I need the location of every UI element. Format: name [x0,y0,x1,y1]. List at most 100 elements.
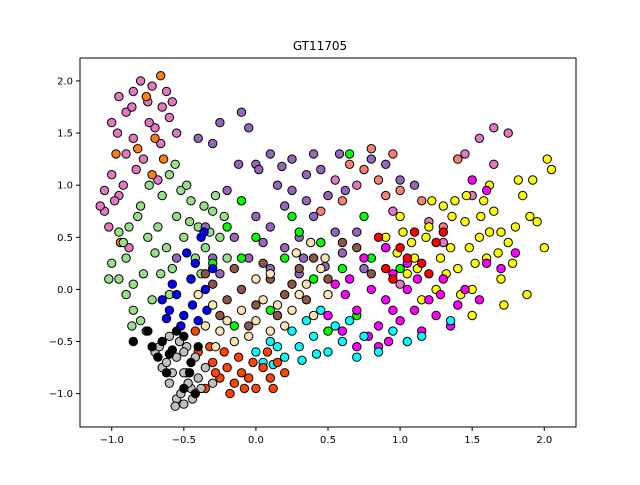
data-point [265,373,275,383]
data-point [272,357,283,368]
data-point [395,185,405,196]
data-point [150,123,160,133]
data-point [301,170,312,180]
data-point [147,81,157,91]
data-point [196,383,206,394]
data-point [352,180,362,190]
data-point [184,217,195,227]
data-point [366,269,376,279]
y-tick-label: 1.5 [57,129,73,140]
data-point [474,295,485,305]
data-point [164,112,175,123]
data-point [513,175,523,185]
data-point [244,321,254,331]
data-point [161,313,172,324]
data-point [417,196,427,206]
data-point [337,248,348,258]
x-tick-label: 0.0 [248,435,264,446]
data-point [133,211,143,222]
data-point [539,243,549,253]
data-point [114,91,124,102]
data-point [222,316,232,326]
data-point [525,211,535,222]
data-point [251,300,261,310]
data-point [244,331,254,341]
data-point [265,222,275,232]
data-point [496,227,506,237]
data-point [395,243,405,253]
data-point [157,102,167,112]
data-point [438,274,448,284]
data-point [388,149,398,159]
data-point [222,295,232,305]
data-point [417,258,427,268]
data-point [395,279,405,289]
data-point [147,295,157,305]
data-point [280,352,290,362]
data-point [280,289,290,300]
data-point [316,206,326,216]
data-point [294,227,304,237]
chart-title: GT11705 [293,39,347,53]
data-point [337,336,348,347]
data-point [388,274,398,284]
data-point [251,232,261,243]
data-point [193,373,203,383]
data-point [470,258,480,268]
data-point [453,154,463,164]
data-point [481,185,492,196]
data-point [265,326,275,336]
data-point [330,321,340,331]
data-point [219,347,229,357]
data-point [128,279,139,289]
data-point [474,232,485,243]
data-point [171,253,182,263]
x-tick-label: 2.0 [536,435,552,446]
data-point [398,227,408,237]
data-point [412,274,423,284]
data-point [186,274,196,284]
data-point [128,86,139,97]
data-point [323,274,333,284]
data-point [373,232,384,243]
data-point [499,300,509,310]
data-point [316,263,326,274]
data-point [164,331,175,341]
data-point [167,279,178,289]
data-point [144,117,154,128]
data-point [133,144,143,154]
data-point [210,342,221,352]
data-point [161,86,172,97]
data-point [127,321,137,331]
data-point [294,342,304,352]
data-point [187,300,198,310]
data-point [248,357,258,368]
data-point [467,175,477,185]
data-point [167,345,178,355]
data-point [489,123,499,133]
data-point [254,164,264,175]
data-point [381,159,391,170]
data-point [268,383,278,394]
data-point [258,258,268,268]
data-point [308,310,319,321]
data-point [114,274,124,284]
data-point [171,326,182,336]
data-point [208,206,218,216]
data-point [388,206,398,216]
data-point [244,123,254,133]
data-point [381,243,391,253]
x-tick-label: 1.5 [464,435,480,446]
data-point [200,321,211,331]
data-point [265,336,275,347]
data-point [287,326,297,336]
data-point [395,211,405,222]
data-point [258,237,268,248]
data-point [229,321,240,331]
data-point [236,253,247,263]
data-point [337,237,348,248]
data-point [337,263,348,274]
data-point [170,401,180,411]
data-point [153,175,163,185]
data-point [144,180,154,190]
